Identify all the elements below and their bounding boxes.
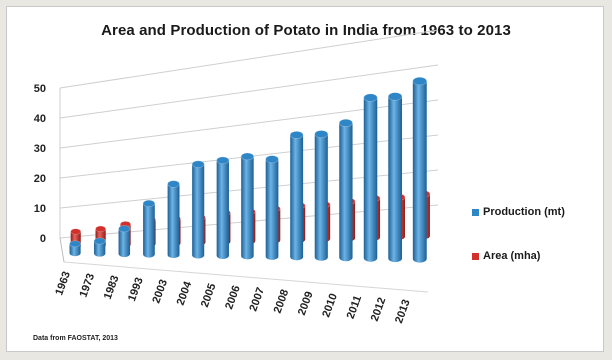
gridline [59,64,439,119]
bar-production [412,76,428,263]
y-tick-label: 50 [34,83,46,95]
y-tick-label: 30 [34,143,46,155]
x-tick-label: 2005 [199,282,219,309]
x-axis-ticks: 1963 1973 1983 1993 2003 2004 2005 2006 2007 2008… [53,270,412,325]
bar-production [216,156,230,259]
y-tick-label: 40 [34,113,46,125]
legend-item-production: Production (mt) [472,204,565,220]
x-tick-label: 1973 [78,272,98,299]
bars [69,76,431,263]
x-tick-label: 2009 [296,290,316,317]
x-tick-label: 2008 [272,288,292,315]
bar-production [289,131,304,261]
y-tick-label: 10 [34,203,46,215]
legend: Production (mt) Area (mha) [472,204,565,292]
x-tick-label: 2011 [345,294,364,321]
source-note: Data from FAOSTAT, 2013 [33,335,118,342]
x-tick-label: 1993 [126,276,146,303]
legend-label-area: Area (mha) [483,250,541,262]
bar-production [191,160,205,259]
bar-production [338,118,353,262]
x-tick-label: 2007 [247,286,267,313]
legend-item-area: Area (mha) [472,248,565,264]
y-axis-ticks: 50 40 30 20 10 0 [34,83,46,245]
x-tick-label: 2003 [150,278,170,305]
gridline [59,99,439,149]
bar-production [363,93,378,262]
y-tick-label: 20 [34,173,46,185]
bar-production [265,155,279,260]
x-tick-label: 2006 [223,284,243,311]
legend-label-production: Production (mt) [483,206,565,218]
x-tick-label: 1983 [102,274,122,301]
legend-swatch-production [472,208,479,216]
x-tick-label: 2010 [320,292,340,319]
x-tick-label: 2013 [393,298,413,325]
x-tick-label: 1963 [53,270,73,297]
bar-production [69,240,81,257]
bar-production [118,225,131,258]
bar-production [240,152,254,260]
gridline [59,29,439,89]
bar-production [314,130,329,261]
chart-frame [6,6,604,352]
legend-swatch-area [472,252,479,260]
y-tick-label: 0 [40,233,46,245]
bar-production [93,237,106,257]
floor-left-edge [59,237,65,263]
floor-front-edge [63,261,429,293]
bar-production [167,180,180,259]
x-tick-label: 2004 [175,279,195,307]
x-tick-label: 2012 [369,296,389,323]
bar-production [387,92,403,263]
bar-production [142,199,156,258]
